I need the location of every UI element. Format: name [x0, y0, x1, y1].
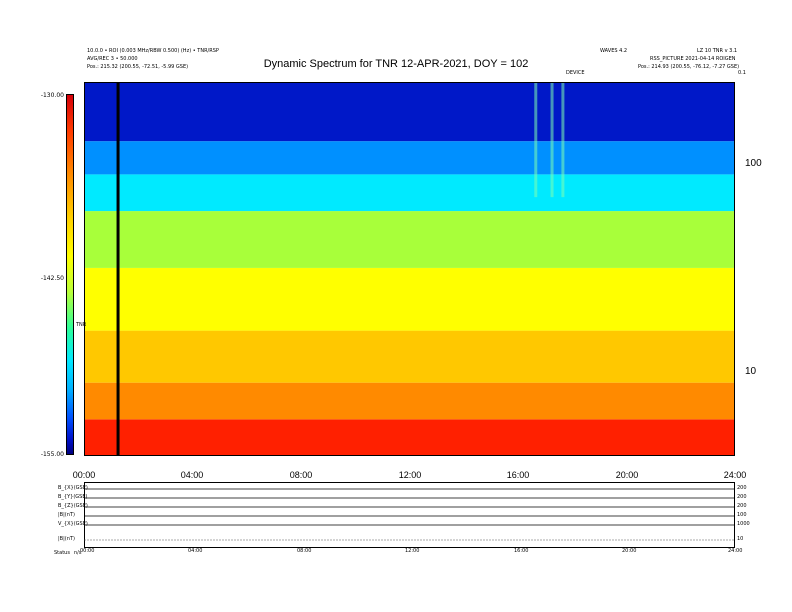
spectrum-band-7 [84, 82, 735, 142]
y-tick-10: 10 [745, 366, 757, 377]
panel-right-tick-2: 200 [737, 494, 747, 500]
radio-burst-2 [561, 82, 565, 198]
spectrum-plot [84, 82, 735, 456]
x-tick-6: 24:00 [723, 470, 747, 480]
spectrum-band-2 [84, 330, 735, 383]
panel-label-by: B_{Y}(GSE) [58, 494, 88, 500]
panel-right-tick-4: 100 [737, 512, 747, 518]
data-gap-line [116, 82, 120, 456]
chart-title: Dynamic Spectrum for TNR 12-APR-2021, DO… [263, 58, 529, 70]
radio-burst-0 [534, 82, 538, 198]
radio-burst-1 [550, 82, 554, 198]
bottom-x-tick-3: 12:00 [405, 548, 420, 554]
spectrum-band-6 [84, 141, 735, 175]
spectrum-band-5 [84, 174, 735, 212]
x-tick-4: 16:00 [506, 470, 530, 480]
y-tick-100: 100 [745, 158, 762, 169]
bottom-x-tick-6: 24:00 [728, 548, 743, 554]
spectrum-band-1 [84, 382, 735, 420]
header-right-line2: LZ 10 TNR v 3.1 [697, 48, 738, 54]
panel-label-bmag: |B|(nT) [58, 512, 75, 518]
bottom-panels [84, 482, 735, 548]
spectrum-band-3 [84, 267, 735, 331]
panel-label-bx: B_{X}(GSE) [58, 485, 88, 491]
panel-right-tick-1: 200 [737, 485, 747, 491]
colorbar-tick-top: -130.00 [40, 92, 64, 99]
panel-right-tick-5: 1000 [737, 521, 750, 527]
spectrum-frame [84, 82, 735, 456]
x-tick-0: 00:00 [72, 470, 96, 480]
status-label: Status [54, 550, 70, 556]
x-tick-5: 20:00 [615, 470, 639, 480]
panel-right-tick-3: 200 [737, 503, 747, 509]
colorbar-label: TNR [76, 322, 87, 328]
header-right-line1: WAVES 4.2 [600, 48, 628, 54]
event-marker: DEVICE [566, 70, 585, 76]
spectrum-band-4 [84, 211, 735, 268]
header-left-line2: AVG/REC 3 • 50.000 [87, 56, 138, 62]
status-value: n/s [74, 550, 82, 556]
top-right-marker: 0.1 [738, 70, 746, 76]
panel-label-vx: V_{X}(GSE) [58, 521, 88, 527]
header-right-line4: Pos.: 214.93 (200.55, -76.12, -7.27 GSE) [638, 64, 740, 70]
colorbar-tick-bottom: -155.00 [40, 451, 64, 458]
header-left-line3: Pos.: 215.32 (200.55, -72.51, -5.99 GSE) [87, 64, 189, 70]
x-tick-2: 08:00 [289, 470, 313, 480]
bottom-x-tick-5: 20:00 [622, 548, 637, 554]
bottom-x-tick-1: 04:00 [188, 548, 203, 554]
header-left-line1: 10.0.0 • ROI (0.003 MHz/RBW 0.500) (Hz) … [87, 48, 219, 54]
panel-right-tick-6: 10 [737, 536, 744, 542]
colorbar-tick-mid: -142.50 [40, 275, 64, 282]
x-tick-1: 04:00 [180, 470, 204, 480]
bottom-x-tick-0: 00:00 [80, 548, 95, 554]
bottom-panels-frame [84, 482, 735, 548]
spectrum-band-0 [84, 419, 735, 456]
colorbar [66, 94, 74, 455]
panel-label-bmag-2: |B|(nT) [58, 536, 75, 542]
panel-label-bz: B_{Z}(GSE) [58, 503, 88, 509]
bottom-x-tick-2: 08:00 [297, 548, 312, 554]
bottom-x-tick-4: 16:00 [514, 548, 529, 554]
header-right-line3: RSS_PICTURE 2021-04-14 ROIGEN [650, 56, 736, 62]
x-tick-3: 12:00 [398, 470, 422, 480]
